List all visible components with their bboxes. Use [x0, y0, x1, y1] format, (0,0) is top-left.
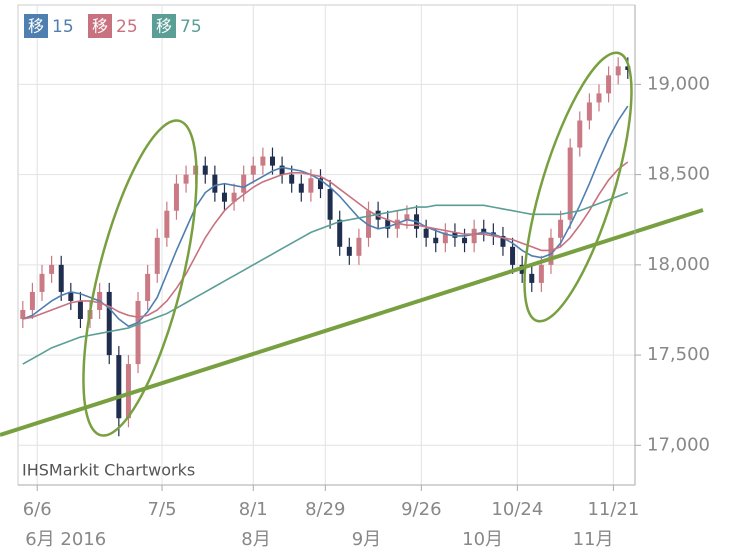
candle-body	[548, 237, 554, 265]
candle-body	[567, 147, 573, 220]
candle-body	[289, 174, 295, 184]
month-label: 8月	[241, 529, 270, 550]
legend-label: 75	[180, 17, 202, 37]
candle-body	[356, 237, 362, 256]
candle-body	[231, 192, 237, 202]
y-tick-label: 19,000	[647, 73, 710, 94]
candle-body	[173, 183, 179, 211]
candle-body	[423, 228, 429, 238]
x-tick-label: 8/29	[305, 499, 345, 520]
candle-body	[164, 210, 170, 238]
candle-body	[452, 232, 458, 238]
candle-body	[106, 291, 112, 356]
y-tick-label: 18,500	[647, 164, 710, 185]
candle-body	[538, 264, 544, 283]
candle-body	[241, 174, 247, 193]
x-tick-label: 10/24	[491, 499, 543, 520]
candle-body	[510, 246, 516, 265]
month-label: 11月	[573, 529, 614, 550]
candle-body	[154, 237, 160, 274]
candle-body	[135, 300, 141, 365]
candle-body	[221, 192, 227, 202]
candle-body	[39, 273, 45, 292]
month-label: 9月	[352, 529, 381, 550]
candle-body	[212, 174, 218, 193]
y-tick-label: 17,500	[647, 344, 710, 365]
candle-body	[49, 264, 55, 274]
candle-body	[586, 102, 592, 121]
x-tick-label: 7/5	[148, 499, 177, 520]
candle-body	[577, 120, 583, 148]
candle-body	[125, 364, 131, 419]
plot-area	[17, 4, 636, 486]
legend-label: 15	[52, 17, 74, 37]
candle-body	[327, 189, 333, 220]
candle-body	[606, 75, 612, 94]
candle-body	[442, 232, 448, 244]
x-tick-label: 6/6	[23, 499, 52, 520]
legend-prefix: 移	[28, 17, 44, 36]
highlight-ellipse	[523, 51, 633, 323]
legend-prefix: 移	[156, 17, 172, 36]
candle-body	[433, 237, 439, 244]
candle-body	[202, 165, 208, 175]
candle-body	[481, 228, 487, 233]
candle-body	[615, 66, 621, 76]
legend-prefix: 移	[92, 17, 108, 36]
candle-body	[29, 291, 35, 310]
moving-average-line	[22, 191, 629, 365]
x-tick-label: 9/26	[401, 499, 441, 520]
candle-body	[145, 273, 151, 301]
candle-body	[625, 66, 631, 70]
axes: 17,000 17,500 18,000 18,500 19,000 6/6 7/5 8/1 8…	[18, 5, 710, 550]
highlight-ellipse	[82, 119, 198, 437]
y-tick-label: 17,000	[647, 434, 710, 455]
candle-body	[298, 183, 304, 193]
candle-body	[394, 219, 400, 229]
legend-swatch	[152, 14, 176, 38]
legend: 移 15 移 25 移 75	[24, 14, 202, 38]
candle-body	[596, 93, 602, 103]
candle-body	[385, 219, 391, 229]
legend-label: 25	[116, 17, 138, 37]
candle-body	[77, 300, 83, 319]
candle-body	[58, 264, 64, 292]
month-label: 6月 2016	[25, 529, 106, 550]
candle-body	[558, 219, 564, 238]
candle-body	[462, 237, 468, 244]
candle-body	[471, 228, 477, 244]
x-tick-label: 8/1	[239, 499, 268, 520]
legend-swatch	[88, 14, 112, 38]
legend-swatch	[24, 14, 48, 38]
trend-line	[0, 208, 704, 437]
candle-body	[116, 355, 122, 419]
candle-body	[260, 156, 266, 166]
candle-body	[529, 273, 535, 283]
candle-body	[269, 156, 275, 166]
candle-body	[308, 178, 314, 193]
candle-body	[183, 174, 189, 184]
candle-body	[279, 165, 285, 175]
y-tick-label: 18,000	[647, 254, 710, 275]
candle-body	[337, 219, 343, 247]
month-label: 10月	[462, 529, 503, 550]
candle-body	[250, 165, 256, 175]
candle-body	[317, 178, 323, 190]
watermark: IHSMarkit Chartworks	[22, 461, 195, 480]
candle-body	[20, 309, 26, 319]
x-tick-label: 11/21	[587, 499, 639, 520]
candle-body	[68, 291, 74, 301]
candle-body	[404, 214, 410, 220]
candle-body	[500, 235, 506, 247]
candle-body	[346, 246, 352, 256]
